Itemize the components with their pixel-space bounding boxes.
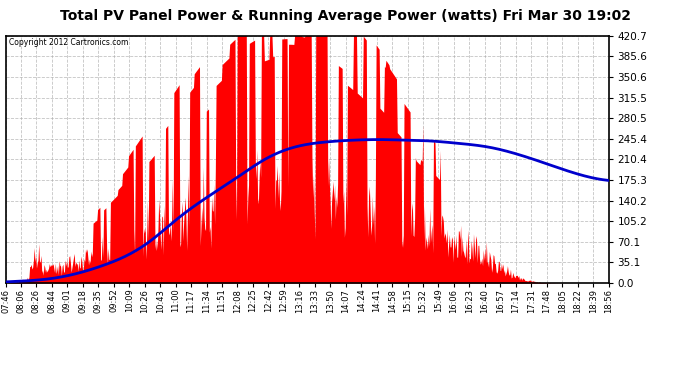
Text: Total PV Panel Power & Running Average Power (watts) Fri Mar 30 19:02: Total PV Panel Power & Running Average P… xyxy=(59,9,631,23)
Text: Copyright 2012 Cartronics.com: Copyright 2012 Cartronics.com xyxy=(8,38,128,47)
